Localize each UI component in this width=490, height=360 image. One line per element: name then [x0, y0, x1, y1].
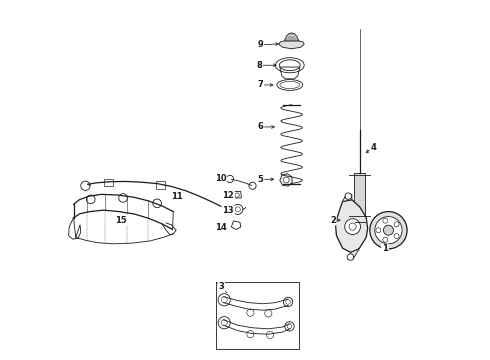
Text: 1: 1 — [382, 244, 388, 253]
Circle shape — [285, 321, 294, 331]
Text: 6: 6 — [257, 122, 263, 131]
Circle shape — [218, 294, 230, 306]
Circle shape — [247, 309, 254, 316]
Circle shape — [347, 254, 354, 260]
Text: 15: 15 — [116, 216, 127, 225]
Polygon shape — [347, 249, 359, 259]
Circle shape — [383, 225, 393, 235]
Text: 10: 10 — [215, 174, 226, 183]
Circle shape — [265, 310, 272, 317]
Bar — [216, 282, 299, 348]
Polygon shape — [335, 200, 368, 252]
Circle shape — [370, 212, 407, 249]
Bar — [104, 179, 113, 186]
Polygon shape — [280, 174, 292, 186]
Circle shape — [153, 199, 161, 208]
Circle shape — [267, 331, 274, 338]
Circle shape — [119, 194, 127, 202]
Text: 12: 12 — [222, 190, 234, 199]
Circle shape — [376, 228, 381, 233]
Circle shape — [383, 218, 388, 223]
Polygon shape — [279, 41, 304, 49]
Text: 7: 7 — [258, 81, 263, 90]
Bar — [354, 173, 366, 220]
Text: 14: 14 — [215, 223, 226, 232]
Circle shape — [345, 193, 351, 199]
Polygon shape — [285, 33, 299, 41]
Circle shape — [283, 177, 289, 183]
Circle shape — [218, 317, 230, 329]
Circle shape — [87, 195, 95, 204]
Text: 2: 2 — [330, 216, 336, 225]
Text: 9: 9 — [258, 40, 263, 49]
Text: 8: 8 — [256, 61, 262, 70]
Text: 11: 11 — [171, 192, 183, 201]
Circle shape — [394, 222, 399, 227]
Polygon shape — [343, 194, 352, 202]
Text: 3: 3 — [219, 282, 224, 291]
Text: 13: 13 — [222, 206, 234, 215]
Text: 4: 4 — [370, 143, 376, 152]
Circle shape — [344, 219, 361, 234]
Circle shape — [375, 217, 402, 244]
Text: 5: 5 — [257, 175, 263, 184]
Circle shape — [283, 297, 293, 307]
Circle shape — [247, 330, 254, 338]
Bar — [156, 181, 166, 189]
Circle shape — [394, 234, 399, 239]
Circle shape — [383, 237, 388, 242]
